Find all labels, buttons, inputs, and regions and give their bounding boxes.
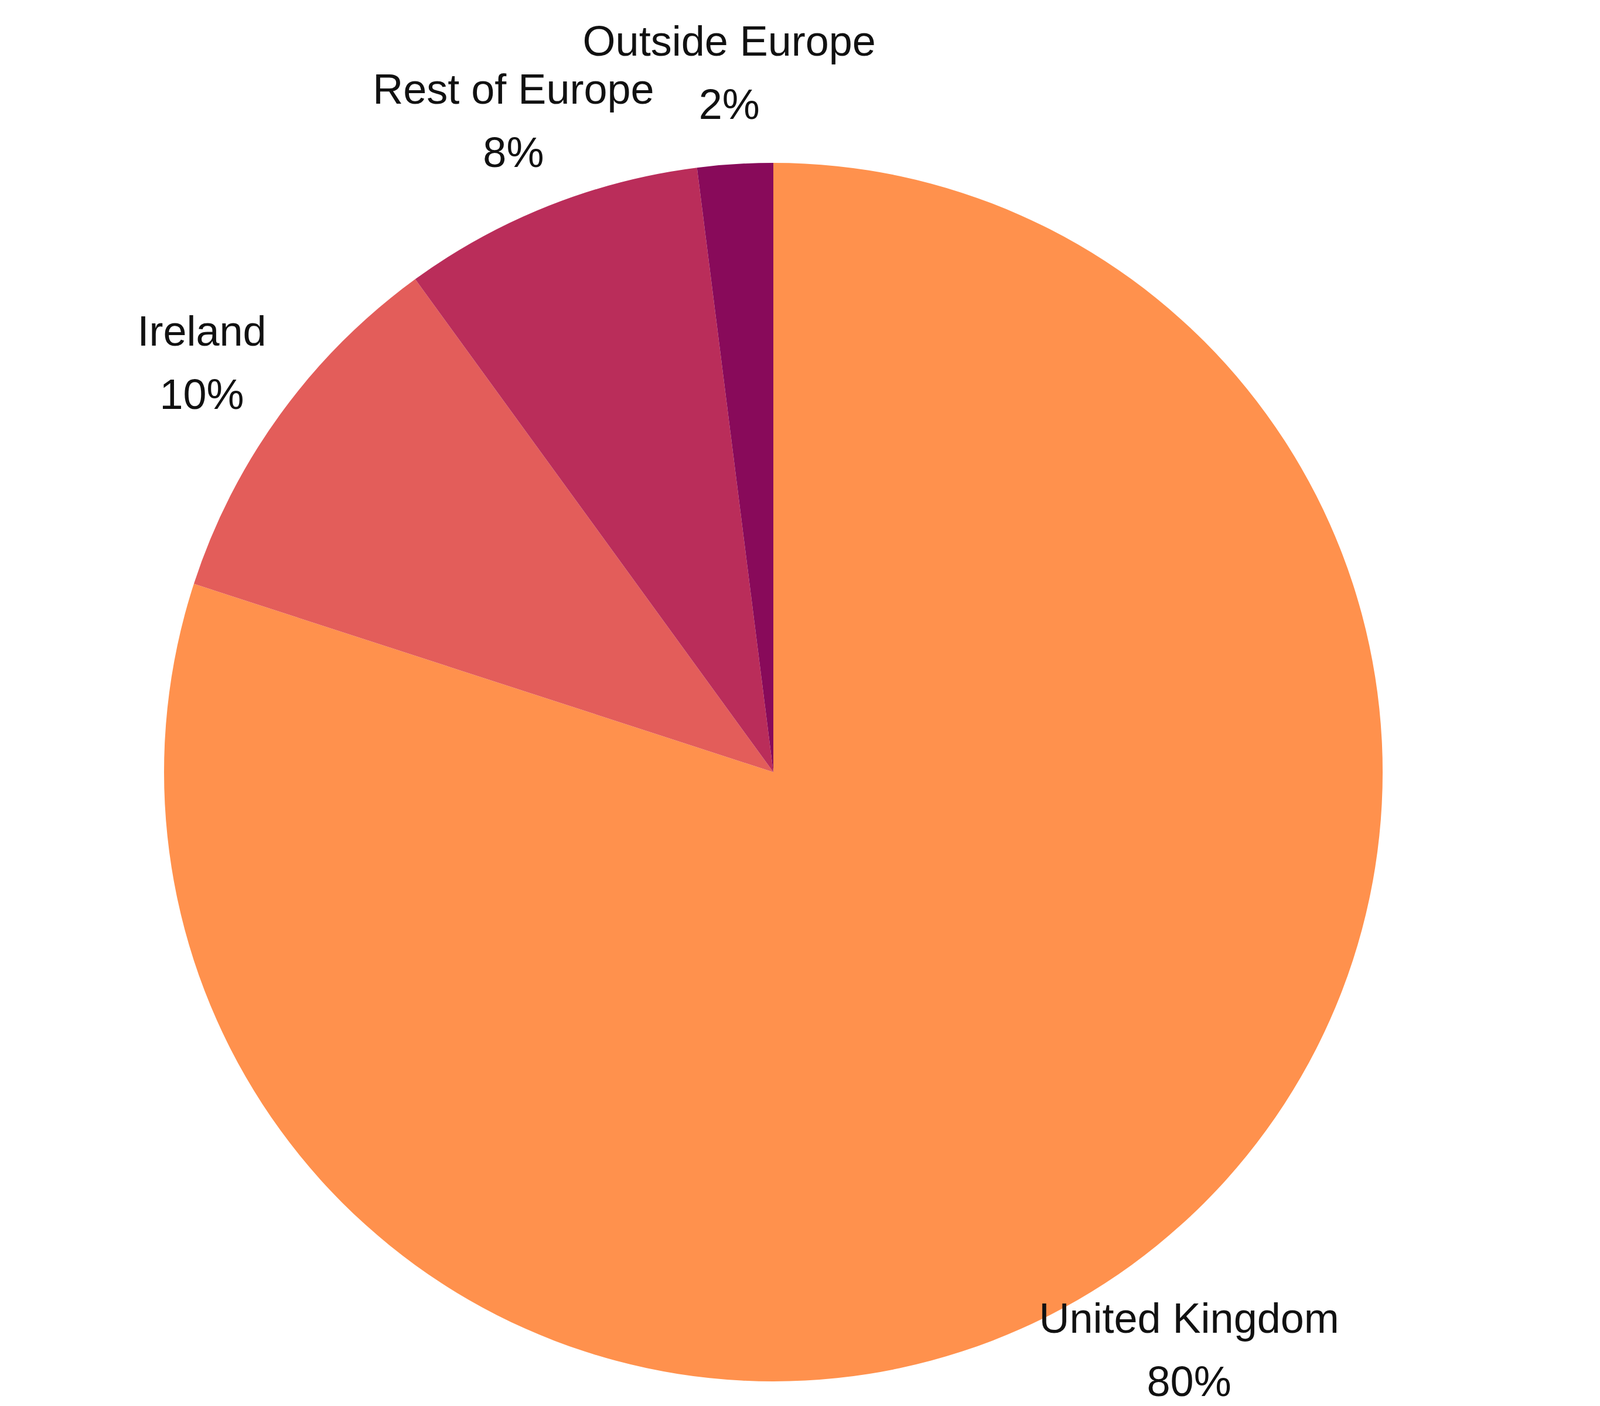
svg-text:Outside Europe2%: Outside Europe2% [582, 17, 876, 128]
svg-text:Ireland10%: Ireland10% [137, 307, 266, 418]
svg-text:United Kingdom80%: United Kingdom80% [1038, 1294, 1339, 1405]
svg-text:Rest of Europe8%: Rest of Europe8% [372, 65, 654, 176]
